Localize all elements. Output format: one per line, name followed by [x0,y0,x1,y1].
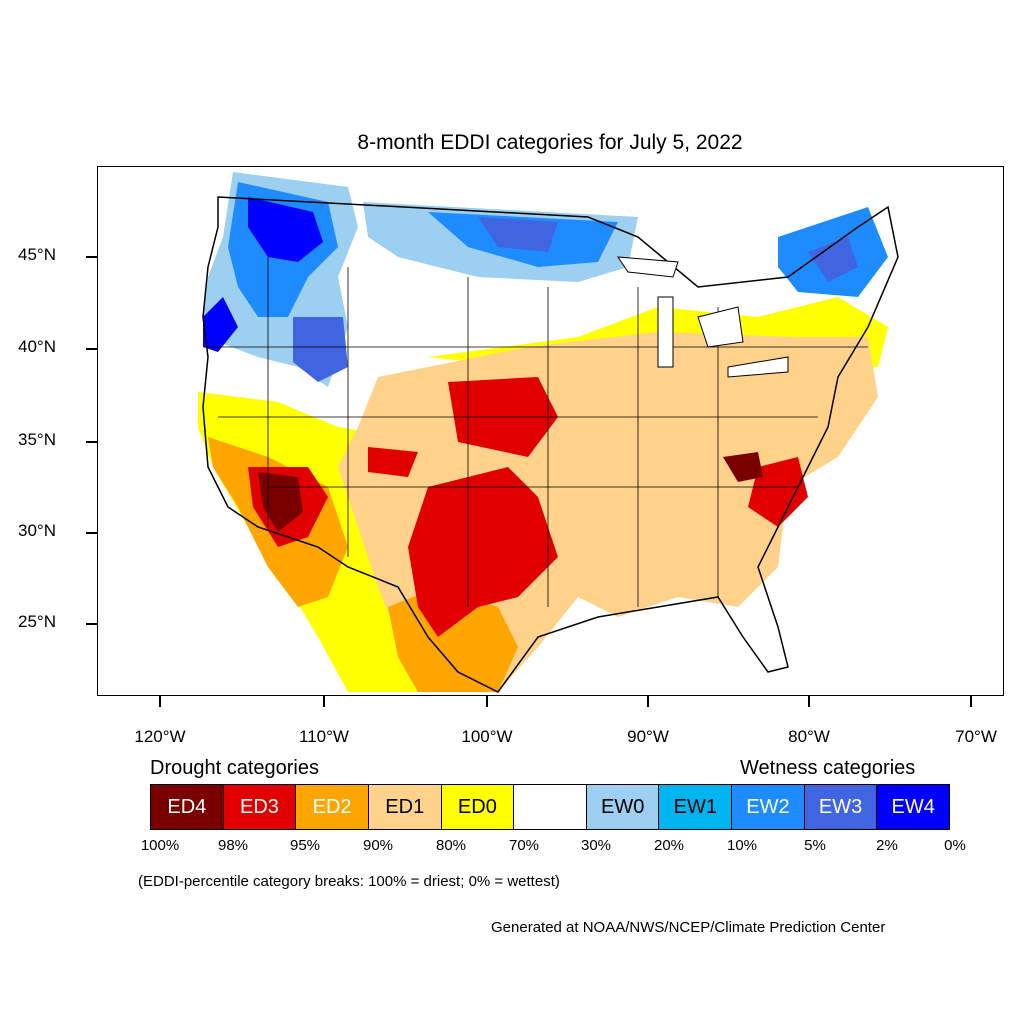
lat-label-40: 40°N [18,337,56,356]
great-lakes [617,256,789,378]
pct-label: 2% [876,837,898,854]
lat-tick-30 [86,532,97,534]
wet-region-northwest-extreme [248,197,323,262]
credit-line: Generated at NOAA/NWS/NCEP/Climate Predi… [491,919,886,936]
legend-swatch-ew2: EW2 [732,785,805,829]
dry-region-ed4-appalachia [723,452,763,482]
pct-label: 30% [580,837,612,854]
lon-tick-100 [486,696,488,707]
lon-label-120: 120°W [134,727,186,746]
legend-swatch-ed3: ED3 [223,785,297,829]
pct-label: 20% [653,837,685,854]
eddi-map [97,166,1004,696]
legend-swatch-ew0: EW0 [586,785,660,829]
conus-outline [202,196,899,693]
lon-label-70: 70°W [955,727,997,746]
pct-label: 0% [944,837,966,854]
lon-tick-110 [323,696,325,707]
legend-swatch-ew1: EW1 [659,785,733,829]
lon-label-90: 90°W [627,727,669,746]
dry-region-ed3-texas [408,467,558,637]
lon-label-80: 80°W [788,727,830,746]
pct-label: 100% [140,837,180,854]
eddi-map-canvas [198,172,899,693]
pct-label: 70% [508,837,540,854]
drought-heading: Drought categories [150,757,319,779]
lat-label-35: 35°N [18,430,56,449]
state-boundaries [208,257,868,607]
lat-label-45: 45°N [18,245,56,264]
lon-tick-120 [159,696,161,707]
lon-label-110: 110°W [299,727,349,746]
wet-region-northplains-extreme [478,217,558,252]
legend-swatch-neutral [514,785,587,829]
lat-tick-25 [86,623,97,625]
category-legend: ED4 ED3 ED2 ED1 ED0 EW0 EW1 EW2 EW3 EW4 [150,784,950,830]
wetness-heading: Wetness categories [740,757,916,779]
wet-region-northeast-core [808,237,858,282]
lat-tick-35 [86,441,97,443]
pct-label: 90% [362,837,394,854]
pct-label: 10% [726,837,758,854]
category-note: (EDDI-percentile category breaks: 100% =… [138,873,560,890]
legend-swatch-ed1: ED1 [368,785,442,829]
dry-region-ed3-carolinas [748,457,808,527]
dry-region-ed3-midwest [368,447,418,477]
legend-swatch-ed0: ED0 [441,785,515,829]
legend-swatch-ew4: EW4 [877,785,950,829]
lat-label-30: 30°N [18,521,56,540]
map-title: 8-month EDDI categories for July 5, 2022 [357,131,743,154]
pct-label: 5% [804,837,826,854]
lat-tick-40 [86,348,97,350]
wet-region-coast [203,297,238,352]
dry-region-ed2-south [388,587,518,692]
wet-region-idaho [293,317,348,382]
legend-swatch-ed2: ED2 [296,785,369,829]
lon-label-100: 100°W [461,727,513,746]
lon-tick-90 [647,696,649,707]
lat-tick-45 [86,256,97,258]
legend-swatch-ew3: EW3 [804,785,878,829]
pct-label: 80% [435,837,467,854]
lat-label-25: 25°N [18,612,56,631]
pct-label: 98% [217,837,249,854]
legend-swatch-ed4: ED4 [151,785,224,829]
lon-tick-80 [808,696,810,707]
pct-label: 95% [289,837,321,854]
lon-tick-70 [970,696,972,707]
